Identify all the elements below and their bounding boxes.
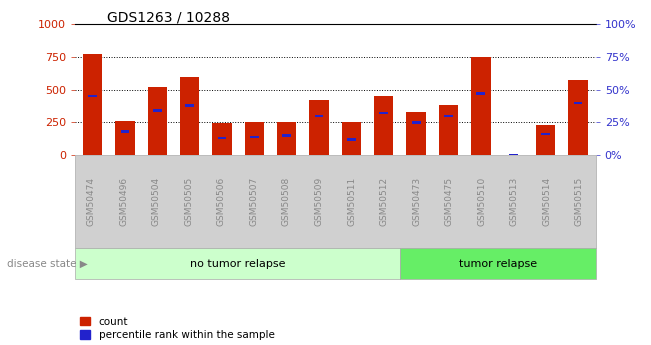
Bar: [380, 112, 388, 115]
Bar: [180, 77, 199, 155]
Bar: [412, 121, 421, 124]
Text: GDS1263 / 10288: GDS1263 / 10288: [107, 10, 230, 24]
Text: GSM50511: GSM50511: [347, 177, 356, 226]
Bar: [439, 105, 458, 155]
Bar: [444, 115, 453, 117]
Bar: [153, 109, 161, 112]
Bar: [477, 92, 485, 95]
Bar: [250, 136, 258, 138]
Bar: [217, 137, 227, 139]
Text: GSM50506: GSM50506: [217, 177, 226, 226]
Bar: [536, 125, 555, 155]
Bar: [212, 123, 232, 155]
Bar: [541, 133, 550, 136]
Text: disease state ▶: disease state ▶: [7, 259, 87, 269]
Text: GSM50505: GSM50505: [184, 177, 193, 226]
Bar: [574, 102, 582, 104]
Bar: [314, 115, 324, 117]
Bar: [342, 122, 361, 155]
Text: GSM50507: GSM50507: [249, 177, 258, 226]
Text: GSM50509: GSM50509: [314, 177, 324, 226]
Bar: [186, 104, 194, 107]
Text: GSM50474: GSM50474: [87, 177, 96, 226]
Bar: [115, 120, 135, 155]
Legend: count, percentile rank within the sample: count, percentile rank within the sample: [80, 317, 275, 340]
Bar: [568, 80, 588, 155]
Text: GSM50513: GSM50513: [510, 177, 519, 226]
Text: GSM50512: GSM50512: [380, 177, 389, 226]
Bar: [374, 96, 393, 155]
Bar: [283, 135, 291, 137]
Bar: [347, 138, 356, 141]
Bar: [120, 130, 130, 133]
Bar: [471, 57, 491, 155]
Text: GSM50473: GSM50473: [412, 177, 421, 226]
Bar: [89, 95, 97, 97]
Text: GSM50504: GSM50504: [152, 177, 161, 226]
Text: no tumor relapse: no tumor relapse: [190, 259, 285, 269]
Bar: [406, 112, 426, 155]
Bar: [309, 100, 329, 155]
Text: GSM50514: GSM50514: [542, 177, 551, 226]
Text: tumor relapse: tumor relapse: [459, 259, 537, 269]
Bar: [509, 154, 518, 156]
Text: GSM50515: GSM50515: [575, 177, 584, 226]
Text: GSM50475: GSM50475: [445, 177, 454, 226]
Bar: [83, 53, 102, 155]
Bar: [245, 122, 264, 155]
Text: GSM50496: GSM50496: [119, 177, 128, 226]
Text: GSM50508: GSM50508: [282, 177, 291, 226]
Text: GSM50510: GSM50510: [477, 177, 486, 226]
Bar: [148, 87, 167, 155]
Bar: [277, 122, 296, 155]
